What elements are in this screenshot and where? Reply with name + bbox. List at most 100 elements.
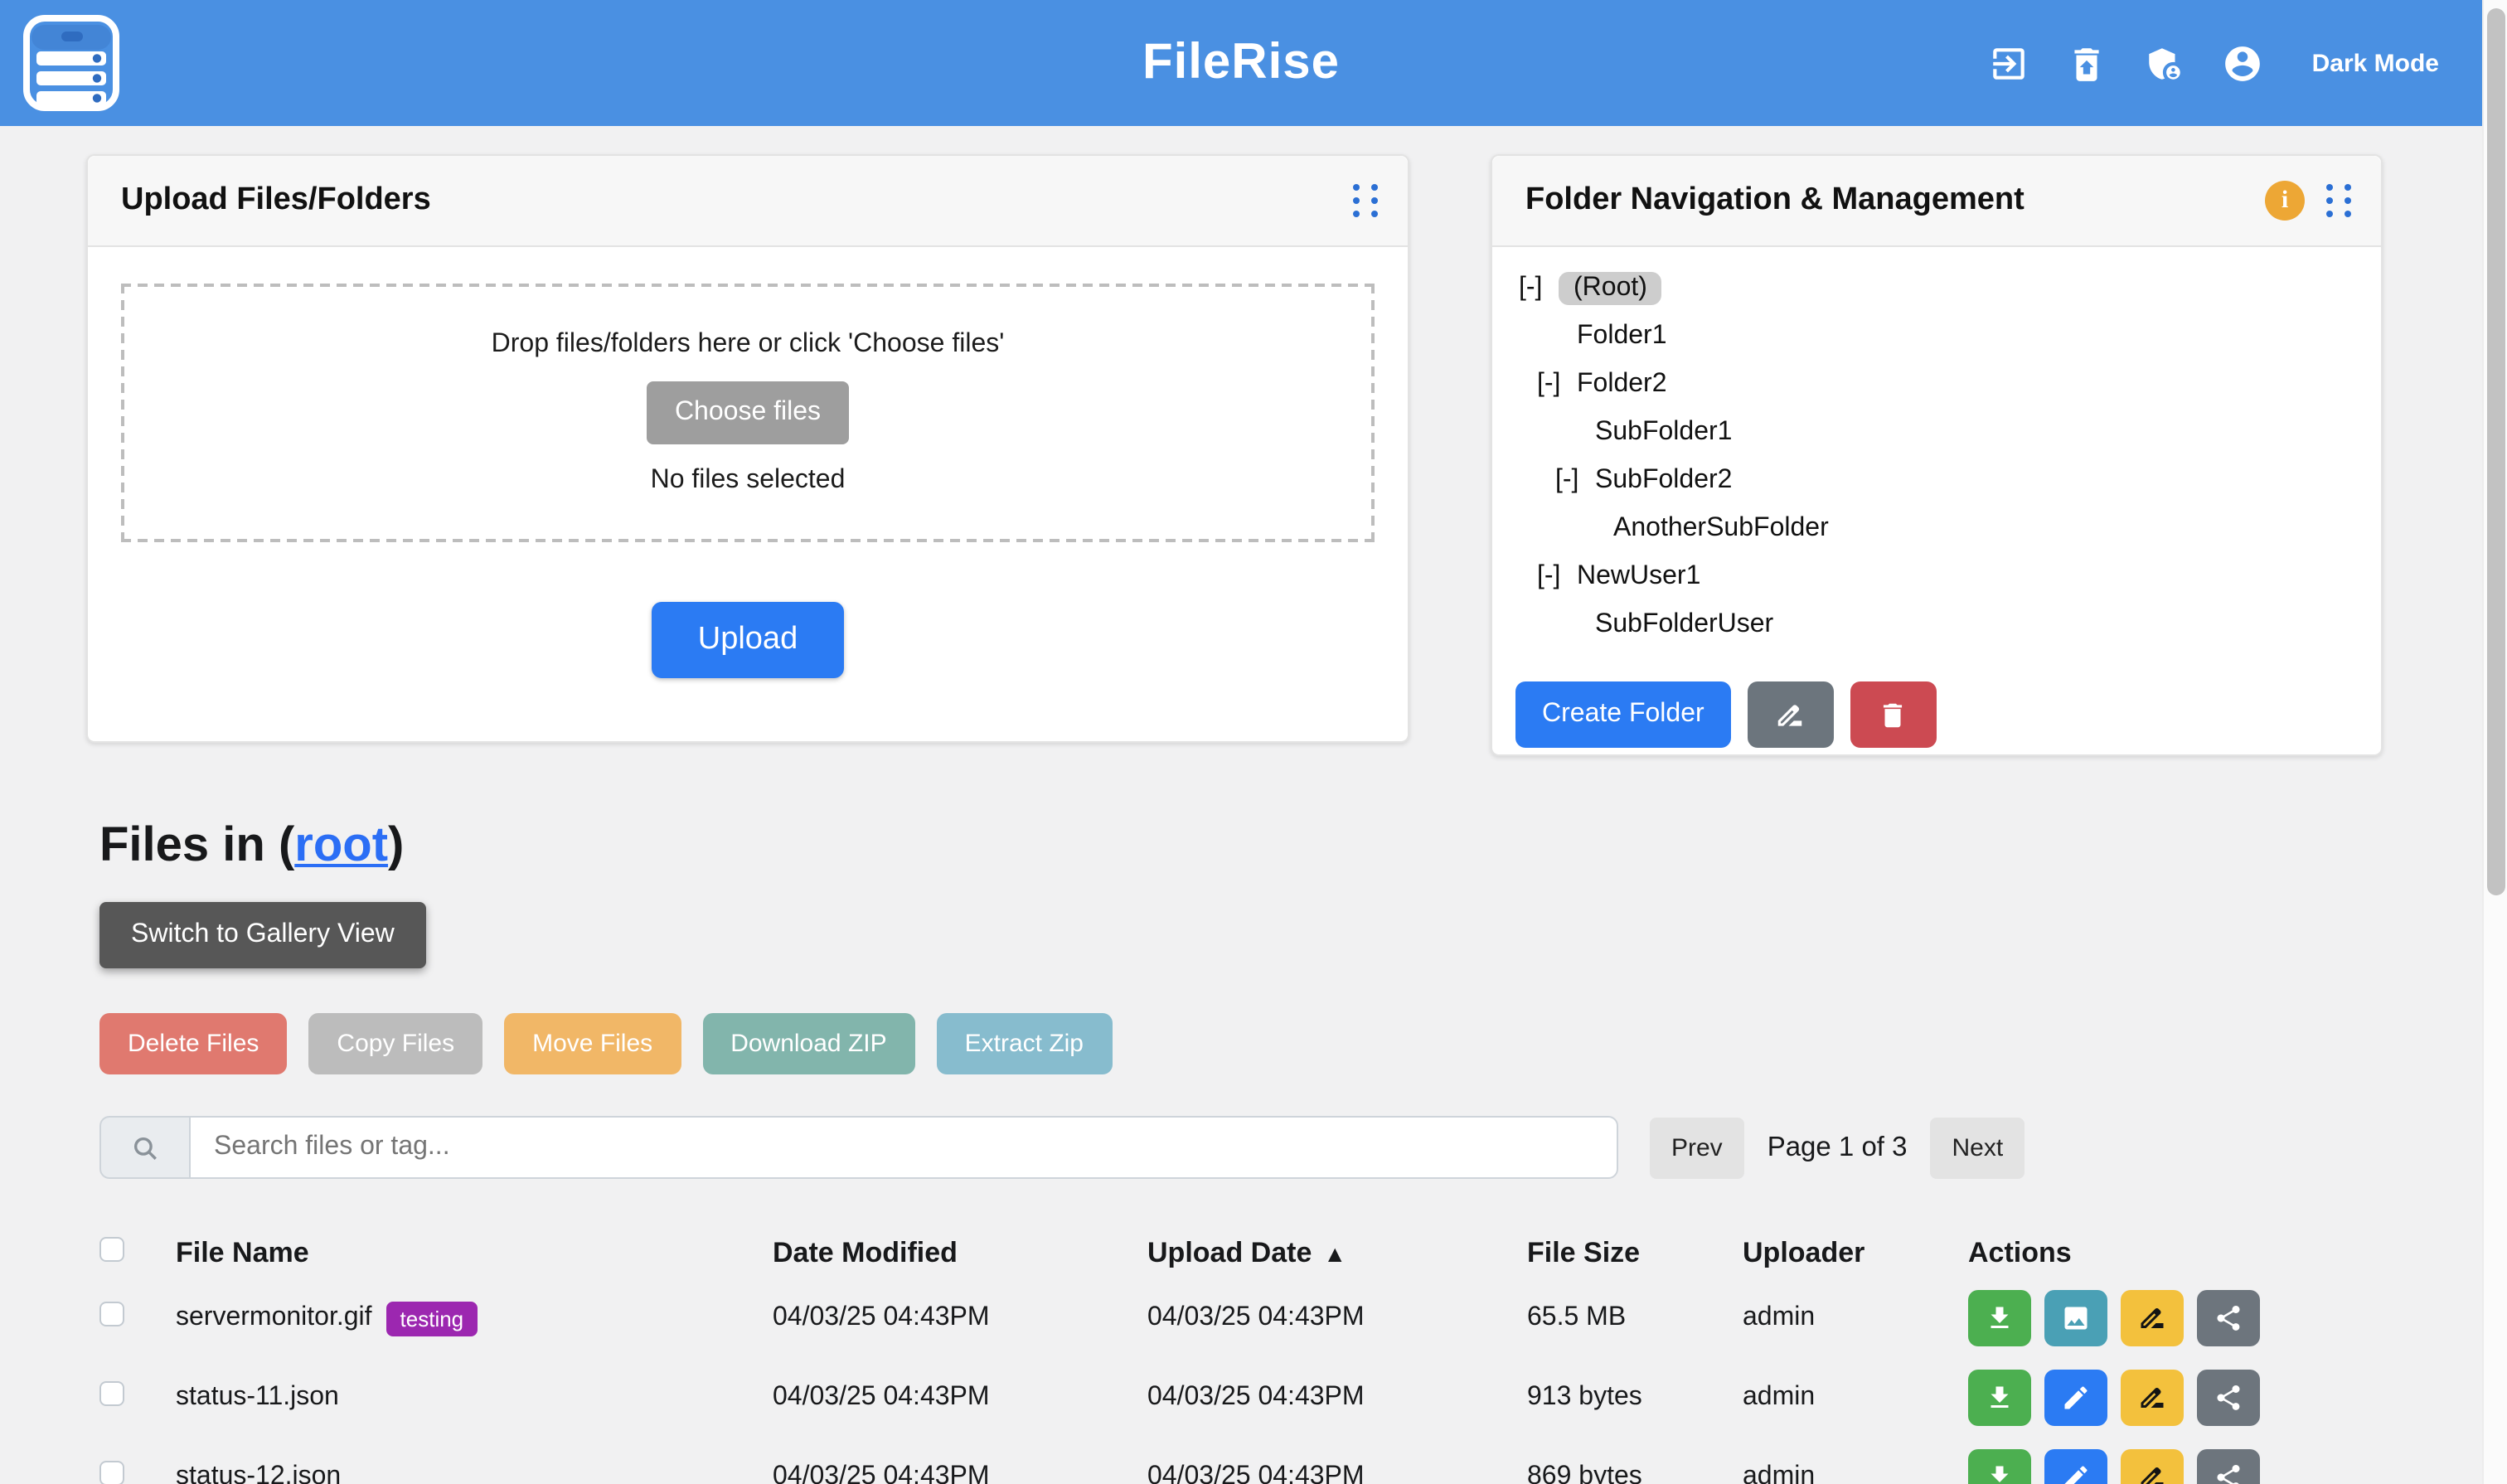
choose-files-button[interactable]: Choose files (646, 381, 850, 444)
table-row: status-12.json 04/03/25 04:43PM 04/03/25… (99, 1438, 2260, 1484)
column-date-modified[interactable]: Date Modified (773, 1237, 958, 1268)
upload-date: 04/03/25 04:43PM (1147, 1462, 1365, 1484)
share-button[interactable] (2197, 1449, 2260, 1484)
folder-card-title: Folder Navigation & Management (1525, 182, 2025, 217)
column-upload-date[interactable]: Upload Date ▲ (1147, 1237, 1347, 1268)
tree-toggle[interactable]: [-] (1519, 273, 1543, 301)
download-icon (1991, 1466, 2009, 1482)
share-button[interactable] (2197, 1290, 2260, 1346)
delete-folder-button[interactable] (1850, 681, 1937, 748)
tree-label[interactable]: NewUser1 (1577, 561, 1701, 589)
tree-item-subfolder1[interactable]: SubFolder1 (1515, 408, 2354, 456)
date-modified: 04/03/25 04:43PM (773, 1383, 990, 1411)
user-profile-icon[interactable] (2221, 41, 2264, 85)
dark-mode-toggle[interactable]: Dark Mode (2311, 49, 2439, 77)
file-name[interactable]: status-12.json (176, 1462, 342, 1484)
drag-handle-icon[interactable] (1351, 184, 1381, 217)
switch-gallery-view-button[interactable]: Switch to Gallery View (99, 902, 426, 968)
file-name[interactable]: servermonitor.gif (176, 1303, 372, 1331)
copy-files-button[interactable]: Copy Files (308, 1013, 483, 1074)
file-name[interactable]: status-11.json (176, 1383, 339, 1411)
scrollbar-thumb[interactable] (2487, 8, 2505, 895)
rename-button[interactable] (2121, 1290, 2184, 1346)
restore-trash-icon[interactable] (2065, 41, 2108, 85)
edit-button[interactable] (2044, 1370, 2107, 1426)
tree-item-subfolderuser[interactable]: SubFolderUser (1515, 600, 2354, 648)
rename-pencil-icon (2141, 1388, 2164, 1408)
app-header: FileRise Dark Mode (0, 0, 2482, 126)
upload-card-body: Drop files/folders here or click 'Choose… (88, 247, 1408, 678)
row-checkbox[interactable] (99, 1461, 124, 1484)
row-checkbox[interactable] (99, 1302, 124, 1326)
search-row: Prev Page 1 of 3 Next (99, 1116, 2507, 1179)
upload-date: 04/03/25 04:43PM (1147, 1303, 1365, 1331)
header-actions: Dark Mode (1987, 41, 2439, 85)
tree-item-folder1[interactable]: Folder1 (1515, 312, 2354, 360)
dropzone-hint: Drop files/folders here or click 'Choose… (491, 330, 1005, 358)
tree-label[interactable]: SubFolderUser (1595, 609, 1774, 638)
preview-image-button[interactable] (2044, 1290, 2107, 1346)
prev-page-button[interactable]: Prev (1650, 1117, 1744, 1178)
uploader: admin (1743, 1303, 1816, 1331)
column-uploader[interactable]: Uploader (1743, 1237, 1865, 1268)
date-modified: 04/03/25 04:43PM (773, 1303, 990, 1331)
download-button[interactable] (1968, 1370, 2031, 1426)
column-file-size[interactable]: File Size (1527, 1237, 1641, 1268)
rename-button[interactable] (2121, 1370, 2184, 1426)
table-header-row: File Name Date Modified Upload Date ▲ Fil… (99, 1229, 2260, 1278)
folder-actions: Create Folder (1515, 681, 2354, 748)
delete-files-button[interactable]: Delete Files (99, 1013, 288, 1074)
file-dropzone[interactable]: Drop files/folders here or click 'Choose… (121, 284, 1375, 542)
download-zip-button[interactable]: Download ZIP (702, 1013, 915, 1074)
move-files-button[interactable]: Move Files (504, 1013, 681, 1074)
download-button[interactable] (1968, 1449, 2031, 1484)
root-folder-link[interactable]: root (294, 819, 389, 872)
tree-label[interactable]: SubFolder1 (1595, 417, 1733, 445)
tree-toggle[interactable]: [-] (1537, 369, 1561, 397)
rename-button[interactable] (2121, 1449, 2184, 1484)
table-row: servermonitor.gif testing 04/03/25 04:43P… (99, 1278, 2260, 1358)
edit-button[interactable] (2044, 1449, 2107, 1484)
tree-toggle[interactable]: [-] (1555, 465, 1579, 493)
row-checkbox[interactable] (99, 1381, 124, 1406)
tree-label[interactable]: Folder1 (1577, 321, 1667, 349)
logout-icon[interactable] (1987, 41, 2030, 85)
edit-pencil-icon (2064, 1386, 2088, 1409)
uploader: admin (1743, 1462, 1816, 1484)
rename-folder-button[interactable] (1747, 681, 1834, 748)
tree-label[interactable]: (Root) (1559, 271, 1662, 304)
vertical-scrollbar[interactable] (2482, 0, 2507, 1484)
upload-button[interactable]: Upload (651, 602, 845, 678)
tag-badge[interactable]: testing (386, 1301, 478, 1336)
share-icon (2217, 1306, 2240, 1331)
tree-toggle[interactable]: [-] (1537, 561, 1561, 589)
rename-pencil-icon (2141, 1467, 2164, 1484)
tree-item-anothersubfolder[interactable]: AnotherSubFolder (1515, 504, 2354, 552)
select-all-checkbox[interactable] (99, 1237, 124, 1262)
info-icon[interactable]: i (2265, 181, 2305, 221)
tree-item-newuser1[interactable]: [-] NewUser1 (1515, 552, 2354, 600)
column-file-name[interactable]: File Name (176, 1237, 309, 1268)
extract-zip-button[interactable]: Extract Zip (936, 1013, 1112, 1074)
filerise-logo-icon[interactable] (23, 15, 119, 111)
rename-pencil-icon (2141, 1308, 2164, 1328)
create-folder-button[interactable]: Create Folder (1515, 681, 1731, 748)
tree-label[interactable]: AnotherSubFolder (1613, 513, 1829, 541)
drag-handle-icon[interactable] (2325, 184, 2354, 217)
tree-label[interactable]: Folder2 (1577, 369, 1667, 397)
tree-item-root[interactable]: [-] (Root) (1515, 264, 2354, 312)
tree-item-folder2[interactable]: [-] Folder2 (1515, 360, 2354, 408)
download-button[interactable] (1968, 1290, 2031, 1346)
tree-label[interactable]: SubFolder2 (1595, 465, 1733, 493)
file-table: File Name Date Modified Upload Date ▲ Fil… (99, 1229, 2260, 1484)
next-page-button[interactable]: Next (1930, 1117, 2025, 1178)
tree-item-subfolder2[interactable]: [-] SubFolder2 (1515, 456, 2354, 504)
file-size: 913 bytes (1527, 1383, 1642, 1411)
search-input[interactable] (189, 1116, 1618, 1179)
page-indicator: Page 1 of 3 (1767, 1132, 1908, 1161)
share-icon (2217, 1465, 2240, 1484)
share-button[interactable] (2197, 1370, 2260, 1426)
share-icon (2217, 1385, 2240, 1410)
admin-panel-icon[interactable] (2143, 41, 2186, 85)
